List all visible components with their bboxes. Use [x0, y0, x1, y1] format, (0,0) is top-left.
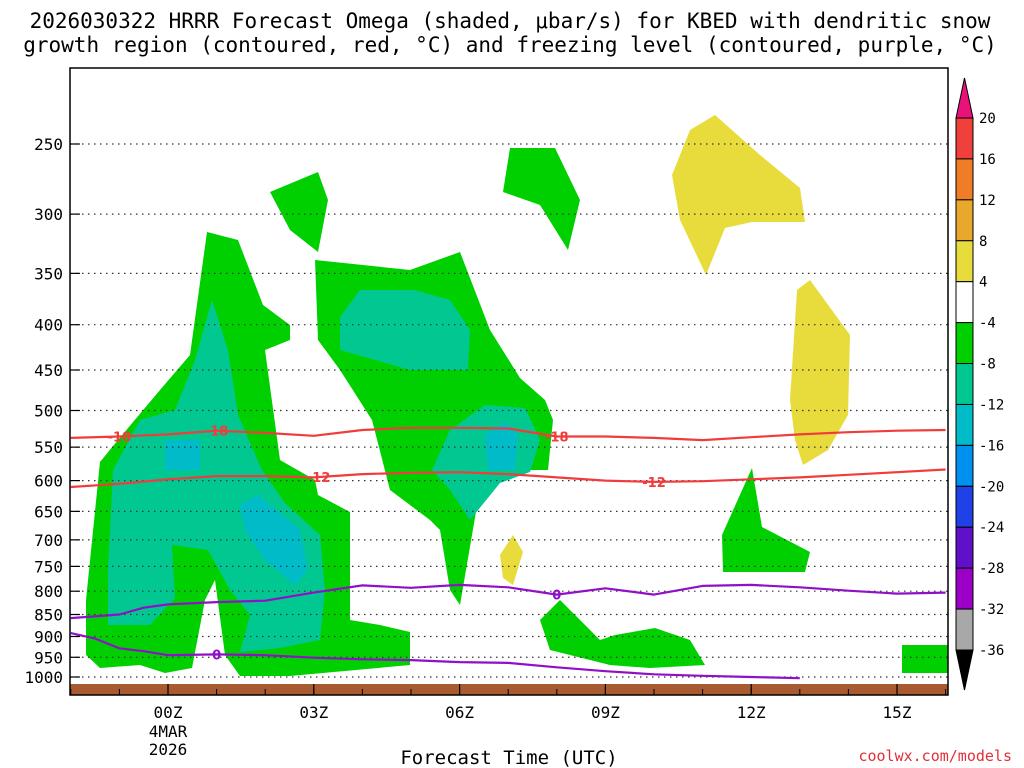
omega-area-neg4: [540, 600, 705, 668]
colorbar-bin-12_16: [955, 158, 974, 201]
x-date-label-line-1: 4MAR: [149, 722, 188, 741]
y-tick-label-900: 900: [34, 627, 63, 646]
y-tick-label-650: 650: [34, 502, 63, 521]
chart-title-line-2: growth region (contoured, red, °C) and f…: [23, 33, 997, 57]
omega-area-neg8: [340, 290, 470, 370]
x-tick-label-12Z: 12Z: [737, 703, 766, 722]
y-tick-label-750: 750: [34, 557, 63, 576]
omega-area-pos4: [500, 535, 523, 585]
x-axis-title: Forecast Time (UTC): [400, 747, 617, 768]
omega-area-neg4: [722, 468, 810, 572]
colorbar-bin--8_-4: [955, 322, 974, 365]
freezing-level-contour-0: [70, 583, 946, 620]
colorbar-label-4: 4: [979, 275, 987, 291]
y-tick-label-600: 600: [34, 472, 63, 491]
colorbar-label-12: 12: [979, 193, 996, 209]
pressure-gridlines: [70, 143, 948, 678]
y-tick-label-700: 700: [34, 531, 63, 550]
y-tick-label-550: 550: [34, 438, 63, 457]
omega-area-neg12: [165, 440, 200, 470]
plot-frame: [69, 67, 949, 696]
x-tick-label-00Z: 00Z: [154, 703, 183, 722]
dgz-contour--18-label: -18: [108, 431, 132, 446]
colorbar-label--24: -24: [979, 520, 1004, 536]
colorbar-label--4: -4: [979, 316, 996, 332]
chart-title-line-1: 2026030322 HRRR Forecast Omega (shaded, …: [30, 9, 991, 33]
colorbar-bin-16_20: [955, 117, 974, 160]
y-tick-label-400: 400: [34, 316, 63, 335]
x-tick-label-06Z: 06Z: [445, 703, 474, 722]
y-tick-label-800: 800: [34, 582, 63, 601]
omega-area-pos4: [672, 115, 805, 275]
colorbar-bin--4_4: [955, 281, 974, 324]
omega-shading: [86, 115, 948, 676]
freezing-level-contour-0-label: 0: [552, 589, 561, 604]
omega-colorbar: 20 16 12 8 4 -4 -8 -12 -16 -20 -24 -28 -32 -36: [955, 77, 1004, 691]
colorbar-bin--32_-28: [955, 567, 974, 610]
omega-area-pos4: [790, 280, 850, 465]
omega-area-neg12: [485, 422, 518, 470]
omega-area-neg4: [902, 645, 948, 673]
temperature-contours: -18 -18 -18 -12 -12 0 0: [70, 425, 946, 680]
colorbar-label-16: 16: [979, 152, 996, 168]
colorbar-bin--16_-12: [955, 403, 974, 446]
x-tick-label-15Z: 15Z: [883, 703, 912, 722]
colorbar-bin--12_-8: [955, 363, 974, 405]
y-tick-label-1000: 1000: [24, 668, 63, 687]
y-tick-label-500: 500: [34, 402, 63, 421]
y-tick-label-950: 950: [34, 648, 63, 667]
colorbar-bin-4_8: [955, 240, 974, 283]
plot-area: -18 -18 -18 -12 -12 0 0: [69, 67, 949, 696]
y-tick-label-350: 350: [34, 264, 63, 283]
dgz-contour--18-label: -18: [205, 425, 229, 440]
x-tick-label-09Z: 09Z: [591, 703, 620, 722]
colorbar-label-8: 8: [979, 234, 987, 250]
colorbar-label-20: 20: [979, 111, 996, 127]
dgz-contour--18-label: -18: [545, 431, 569, 446]
dgz-contour--12: [70, 468, 946, 489]
y-tick-label-300: 300: [34, 205, 63, 224]
colorbar-bin--20_-16: [955, 444, 974, 487]
freezing-level-contour-1: [70, 632, 800, 680]
colorbar-label--16: -16: [979, 438, 1004, 454]
colorbar-label--20: -20: [979, 479, 1004, 495]
x-date-label-line-2: 2026: [149, 740, 188, 759]
website-credit: coolwx.com/models: [858, 747, 1012, 765]
omega-area-neg4: [270, 172, 328, 252]
colorbar-top-arrow: [955, 77, 974, 119]
x-tick-label-03Z: 03Z: [299, 703, 328, 722]
y-tick-label-450: 450: [34, 361, 63, 380]
y-tick-label-250: 250: [34, 135, 63, 154]
omega-area-neg4: [503, 148, 580, 250]
freezing-level-contour-1-label: 0: [212, 648, 221, 663]
colorbar-bin--24_-20: [955, 485, 974, 528]
x-axis-time: 00Z 03Z 06Z 09Z 12Z 15Z: [70, 684, 947, 722]
dgz-contour--12-label: -12: [642, 476, 666, 491]
y-tick-label-850: 850: [34, 606, 63, 625]
colorbar-bin--36_-32: [955, 608, 974, 651]
dgz-contour--18: [70, 426, 946, 442]
colorbar-label--32: -32: [979, 602, 1004, 618]
dgz-contour--12-label: -12: [307, 471, 331, 486]
colorbar-label--36: -36: [979, 643, 1004, 659]
colorbar-label--8: -8: [979, 357, 996, 373]
colorbar-bin-8_12: [955, 199, 974, 242]
colorbar-bin--28_-24: [955, 526, 974, 569]
y-axis-pressure: 250 300 350 400 450 500 550 600 650 700 750 800 850 9…: [24, 135, 80, 687]
colorbar-bottom-arrow: [955, 649, 974, 691]
colorbar-label--28: -28: [979, 561, 1004, 577]
ground-surface: [70, 684, 948, 695]
colorbar-label--12: -12: [979, 397, 1004, 413]
